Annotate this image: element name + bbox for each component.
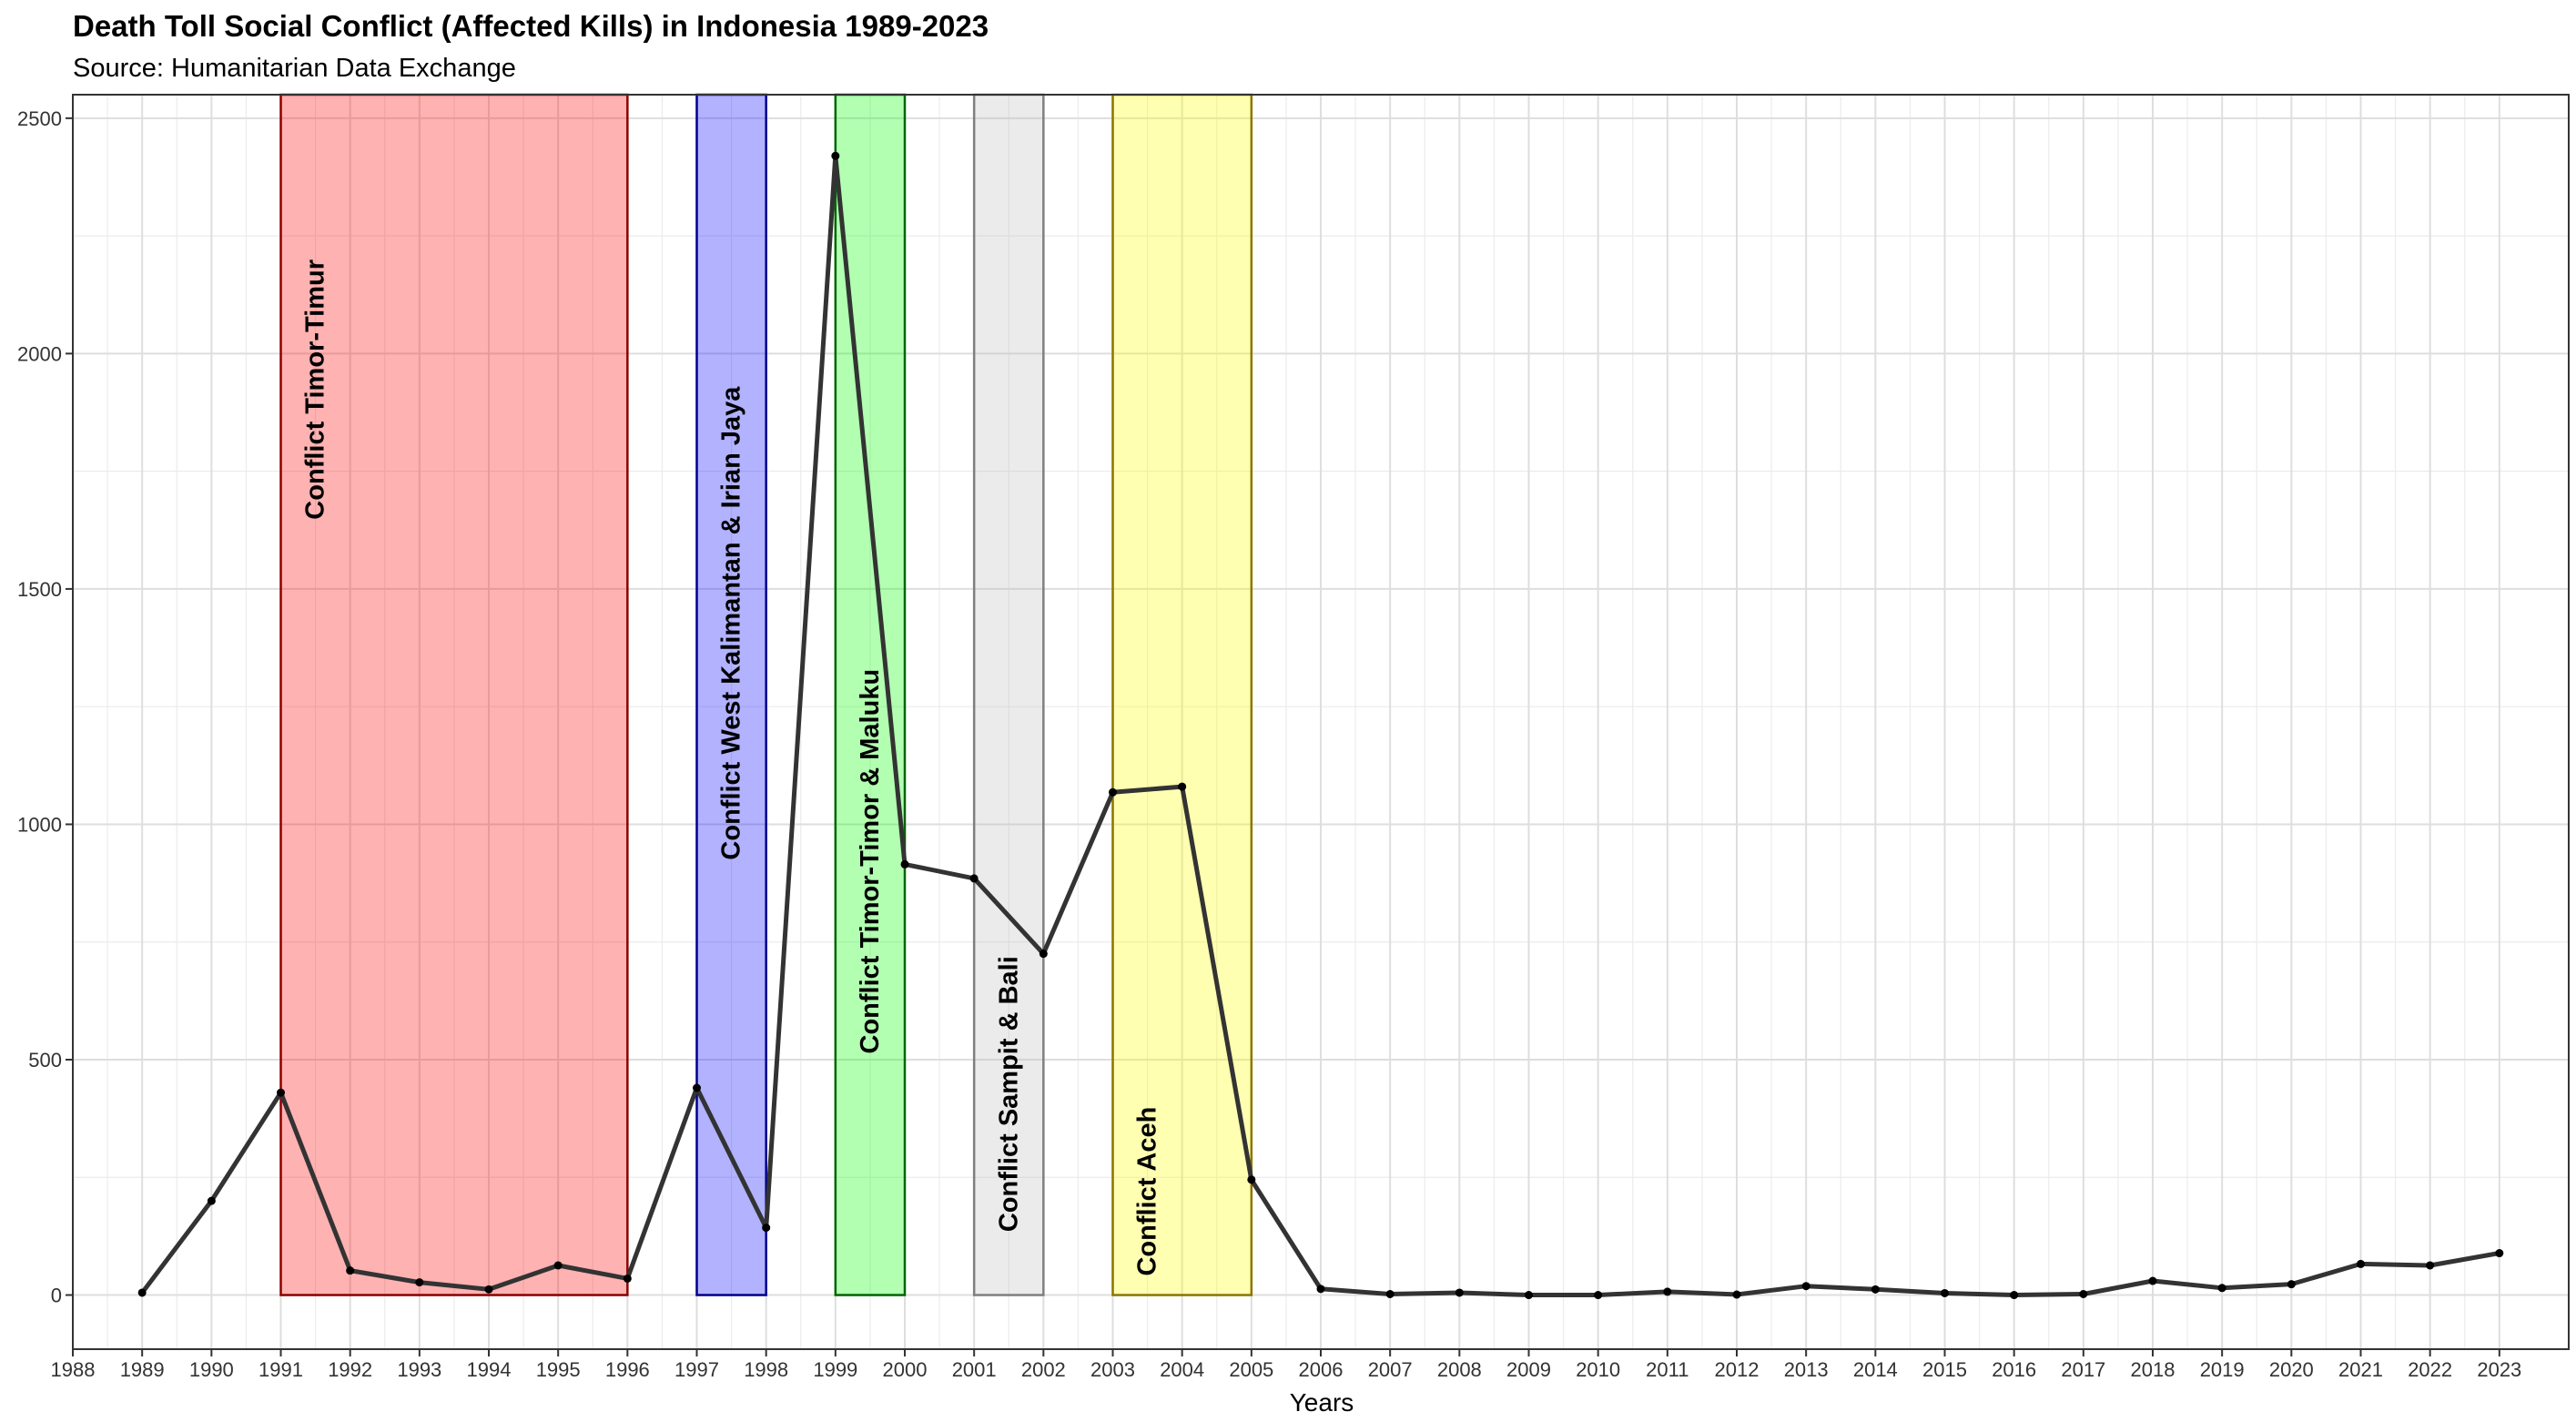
y-tick-label: 2500 — [17, 107, 62, 130]
x-tick-label: 1991 — [259, 1358, 303, 1381]
x-tick-label: 2015 — [1922, 1358, 1967, 1381]
data-point — [1525, 1291, 1533, 1300]
band-label: Conflict West Kalimantan & Irian Jaya — [717, 386, 746, 860]
x-tick-label: 2007 — [1368, 1358, 1413, 1381]
data-point — [1455, 1288, 1464, 1297]
y-tick-label: 2000 — [17, 342, 62, 365]
data-point — [1941, 1288, 1949, 1297]
x-tick-label: 1990 — [189, 1358, 234, 1381]
x-tick-label: 1989 — [120, 1358, 165, 1381]
x-tick-label: 1994 — [467, 1358, 512, 1381]
band-label: Conflict Sampit & Bali — [994, 956, 1023, 1232]
x-tick-label: 2016 — [1992, 1358, 2036, 1381]
x-tick-label: 1993 — [397, 1358, 441, 1381]
data-point — [415, 1278, 424, 1287]
data-points — [137, 151, 2504, 1300]
x-tick-label: 2014 — [1853, 1358, 1898, 1381]
x-tick-label: 1997 — [674, 1358, 719, 1381]
band-label: Conflict Aceh — [1133, 1107, 1162, 1276]
data-point — [1247, 1175, 1256, 1184]
x-tick-label: 1998 — [744, 1358, 788, 1381]
data-point — [1871, 1285, 1880, 1294]
data-point — [1594, 1291, 1603, 1300]
y-tick-label: 1000 — [17, 813, 62, 836]
data-point — [623, 1274, 632, 1283]
data-point — [1039, 950, 1048, 959]
x-tick-label: 2000 — [883, 1358, 928, 1381]
x-tick-label: 2002 — [1021, 1358, 1066, 1381]
x-tick-label: 2010 — [1576, 1358, 1620, 1381]
data-point — [2495, 1249, 2504, 1258]
data-point — [1178, 782, 1187, 791]
data-point — [762, 1224, 771, 1233]
x-tick-label: 2018 — [2131, 1358, 2175, 1381]
x-tick-label: 2020 — [2269, 1358, 2314, 1381]
data-point — [207, 1196, 216, 1205]
data-point — [346, 1266, 355, 1275]
data-point — [1663, 1287, 1672, 1296]
data-point — [2148, 1276, 2157, 1285]
chart-title: Death Toll Social Conflict (Affected Kil… — [73, 9, 989, 43]
x-tick-label: 2004 — [1160, 1358, 1204, 1381]
x-tick-label: 2021 — [2338, 1358, 2383, 1381]
x-tick-label: 2005 — [1229, 1358, 1273, 1381]
y-tick-label: 1500 — [17, 578, 62, 601]
data-point — [553, 1261, 563, 1270]
data-point — [1732, 1290, 1741, 1299]
band-conflict-west-kalimantan-irian-jaya — [695, 93, 767, 1296]
data-point — [2079, 1290, 2088, 1299]
x-tick-label: 1996 — [605, 1358, 650, 1381]
x-tick-label: 2011 — [1646, 1358, 1689, 1381]
x-tick-label: 2009 — [1506, 1358, 1551, 1381]
x-tick-label: 1988 — [51, 1358, 96, 1381]
data-point — [484, 1285, 493, 1294]
data-point — [2010, 1291, 2019, 1300]
x-tick-label: 2023 — [2477, 1358, 2521, 1381]
x-tick-label: 1992 — [328, 1358, 372, 1381]
chart-subtitle: Source: Humanitarian Data Exchange — [73, 54, 516, 83]
y-tick-label: 0 — [51, 1285, 62, 1307]
band-conflict-timor-timur — [279, 93, 629, 1296]
band-conflict-sampit-bali — [972, 93, 1045, 1296]
x-tick-label: 1999 — [813, 1358, 857, 1381]
band-conflict-aceh — [1111, 93, 1253, 1296]
y-axis: 0 500 1000 1500 2000 2500 — [17, 107, 73, 1307]
x-tick-label: 2012 — [1715, 1358, 1760, 1381]
data-point — [1109, 787, 1117, 797]
x-tick-label: 2017 — [2061, 1358, 2105, 1381]
conflict-band-labels: Conflict Timor-Timur Conflict West Kalima… — [301, 259, 1162, 1276]
x-tick-label: 1995 — [536, 1358, 581, 1381]
x-tick-label: 2022 — [2408, 1358, 2452, 1381]
data-point — [2426, 1261, 2435, 1270]
data-point — [1316, 1285, 1325, 1294]
x-axis-title: Years — [1290, 1388, 1354, 1417]
data-point — [2217, 1284, 2226, 1293]
x-tick-label: 2008 — [1437, 1358, 1482, 1381]
data-point — [900, 859, 909, 868]
y-tick-label: 500 — [28, 1049, 62, 1072]
conflict-bands — [279, 93, 1253, 1296]
data-point — [137, 1288, 147, 1297]
data-point — [2357, 1259, 2365, 1268]
x-axis: 1988 1989 1990 1991 1992 1993 1994 1995 1996 1997… — [51, 1349, 2521, 1381]
data-point — [1801, 1282, 1810, 1291]
x-tick-label: 2001 — [952, 1358, 997, 1381]
data-point — [693, 1083, 701, 1092]
x-tick-label: 2006 — [1299, 1358, 1344, 1381]
data-point — [2287, 1280, 2296, 1289]
x-tick-label: 2013 — [1784, 1358, 1829, 1381]
band-label: Conflict Timor-Timor & Maluku — [856, 669, 885, 1054]
data-point — [277, 1088, 285, 1097]
x-tick-label: 2003 — [1090, 1358, 1135, 1381]
x-tick-label: 2019 — [2200, 1358, 2245, 1381]
data-point — [969, 874, 979, 883]
data-point — [831, 151, 840, 160]
data-point — [1385, 1290, 1394, 1299]
band-label: Conflict Timor-Timur — [301, 259, 330, 520]
